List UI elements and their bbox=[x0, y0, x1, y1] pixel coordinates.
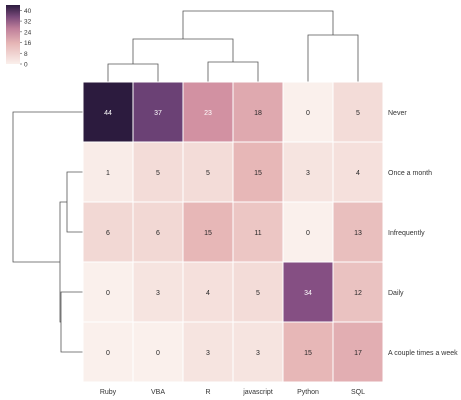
heatmap-cell bbox=[182, 321, 234, 383]
column-label: Ruby bbox=[100, 389, 117, 396]
heatmap-cells: 44 37 23 18 0 51 5 5 15 3 46 6 15 11 0 130 3 4 5 34 120 0 3 3 15… bbox=[82, 81, 384, 383]
column-dendrogram-link bbox=[132, 38, 234, 64]
row-label: Never bbox=[388, 110, 407, 117]
cell-value-label: 3 bbox=[206, 350, 210, 357]
colorbar-tick-label: 32 bbox=[24, 19, 32, 26]
cell-value-label: 5 bbox=[206, 170, 210, 177]
heatmap-cell bbox=[232, 321, 284, 383]
cell-value-label: 0 bbox=[156, 350, 160, 357]
heatmap-cell bbox=[132, 261, 184, 323]
cell-value-label: 15 bbox=[254, 170, 262, 177]
heatmap-cell bbox=[282, 201, 334, 263]
column-dendrogram bbox=[107, 10, 359, 83]
heatmap-cell bbox=[332, 321, 384, 383]
cell-value-label: 6 bbox=[106, 230, 110, 237]
heatmap-cell bbox=[82, 321, 134, 383]
heatmap-cell bbox=[282, 261, 334, 323]
heatmap-cell bbox=[282, 321, 334, 383]
row-dendrogram-link bbox=[12, 111, 83, 263]
cell-value-label: 1 bbox=[106, 170, 110, 177]
cell-value-label: 0 bbox=[306, 110, 310, 117]
heatmap-cell bbox=[332, 141, 384, 203]
column-label: javascript bbox=[242, 389, 273, 396]
cell-value-label: 4 bbox=[206, 290, 210, 297]
row-labels: Never Once a month Infrequently Daily A coup… bbox=[388, 110, 458, 357]
column-label: Python bbox=[297, 389, 319, 396]
cell-value-label: 11 bbox=[254, 230, 261, 237]
colorbar-tick-label: 0 bbox=[24, 62, 28, 69]
row-label: A couple times a week bbox=[388, 350, 458, 357]
column-dendrogram-link bbox=[307, 34, 359, 83]
cell-value-label: 15 bbox=[204, 230, 212, 237]
cell-value-label: 4 bbox=[356, 170, 360, 177]
cell-value-label: 23 bbox=[204, 110, 212, 117]
colorbar-tick-label: 24 bbox=[24, 29, 32, 36]
row-dendrogram-link bbox=[66, 171, 83, 233]
column-label: SQL bbox=[351, 389, 365, 396]
heatmap-cell bbox=[82, 81, 134, 143]
colorbar-tick-label: 8 bbox=[24, 51, 28, 58]
heatmap-cell bbox=[132, 321, 184, 383]
cell-value-label: 5 bbox=[256, 290, 260, 297]
cell-value-label: 0 bbox=[306, 230, 310, 237]
row-label: Once a month bbox=[388, 170, 432, 177]
column-dendrogram-link bbox=[182, 10, 334, 39]
heatmap-cell bbox=[132, 141, 184, 203]
heatmap-cell bbox=[182, 201, 234, 263]
cell-value-label: 5 bbox=[356, 110, 360, 117]
row-label: Daily bbox=[388, 290, 404, 297]
column-dendrogram-link bbox=[207, 61, 259, 83]
colorbar-gradient bbox=[6, 5, 20, 64]
column-label: R bbox=[205, 389, 210, 396]
column-label: VBA bbox=[151, 389, 165, 396]
cell-value-label: 17 bbox=[354, 350, 362, 357]
cell-value-label: 0 bbox=[106, 350, 110, 357]
cell-value-label: 44 bbox=[104, 110, 112, 117]
colorbar-tick-label: 40 bbox=[24, 8, 32, 15]
heatmap-cell bbox=[82, 141, 134, 203]
colorbar-tick-label: 16 bbox=[24, 40, 32, 47]
cell-value-label: 3 bbox=[306, 170, 310, 177]
cell-value-label: 34 bbox=[304, 290, 312, 297]
cell-value-label: 3 bbox=[256, 350, 260, 357]
cell-value-label: 5 bbox=[156, 170, 160, 177]
column-dendrogram-link bbox=[107, 63, 159, 83]
cell-value-label: 0 bbox=[106, 290, 110, 297]
heatmap-cell bbox=[82, 261, 134, 323]
heatmap-cell bbox=[332, 201, 384, 263]
cell-value-label: 6 bbox=[156, 230, 160, 237]
colorbar-ticks: 40 32 24 16 8 0 bbox=[20, 8, 32, 69]
cell-value-label: 3 bbox=[156, 290, 160, 297]
cell-value-label: 18 bbox=[254, 110, 262, 117]
heatmap-cell bbox=[232, 201, 284, 263]
heatmap-cell bbox=[332, 81, 384, 143]
row-dendrogram-link bbox=[60, 291, 83, 353]
heatmap-cell bbox=[132, 201, 184, 263]
cell-value-label: 12 bbox=[354, 290, 362, 297]
heatmap-cell bbox=[282, 141, 334, 203]
colorbar: 40 32 24 16 8 0 bbox=[6, 5, 32, 69]
row-dendrogram bbox=[12, 111, 83, 353]
cell-value-label: 37 bbox=[154, 110, 162, 117]
cell-value-label: 15 bbox=[304, 350, 312, 357]
cell-value-label: 13 bbox=[354, 230, 362, 237]
row-label: Infrequently bbox=[388, 230, 425, 237]
